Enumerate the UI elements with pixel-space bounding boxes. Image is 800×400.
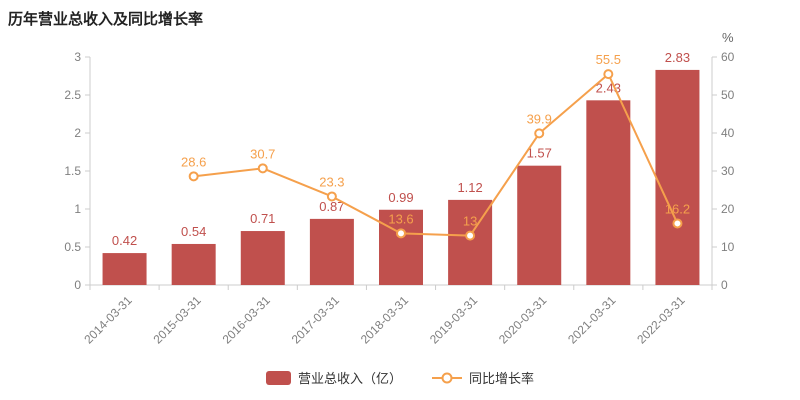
right-axis-tick-label: 10: [721, 240, 735, 254]
line-swatch-icon: [432, 371, 462, 385]
left-axis-tick-label: 1: [74, 202, 81, 216]
growth-line-point[interactable]: [534, 128, 545, 139]
revenue-bar[interactable]: [655, 69, 700, 285]
right-axis-tick-label: 60: [721, 50, 735, 64]
revenue-bar-label: 0.71: [250, 211, 275, 226]
revenue-bar[interactable]: [102, 253, 147, 285]
revenue-bar-label: 1.12: [457, 180, 482, 195]
left-axis-tick-label: 0: [74, 278, 81, 292]
x-axis-category-label: 2016-03-31: [220, 293, 274, 347]
growth-line-label: 23.3: [319, 174, 344, 189]
left-axis-tick-label: 1.5: [64, 164, 81, 178]
x-axis-category-label: 2022-03-31: [634, 293, 688, 347]
right-axis-tick-label: 30: [721, 164, 735, 178]
revenue-bar-label: 1.57: [527, 146, 552, 161]
growth-line-label: 28.6: [181, 154, 206, 169]
right-axis-tick-label: 0: [721, 278, 728, 292]
x-axis-category-label: 2018-03-31: [358, 293, 412, 347]
growth-line-label: 55.5: [596, 52, 621, 67]
bar-swatch-icon: [265, 370, 291, 385]
growth-line-point[interactable]: [326, 191, 337, 202]
revenue-bar-label: 0.99: [388, 190, 413, 205]
line-swatch-marker: [441, 372, 453, 383]
left-axis-tick-label: 2.5: [64, 88, 81, 102]
growth-line-point[interactable]: [257, 163, 268, 174]
growth-line: [193, 73, 679, 237]
x-axis-category-label: 2021-03-31: [565, 293, 619, 347]
revenue-bar[interactable]: [586, 100, 631, 285]
revenue-bar-label: 2.83: [665, 50, 690, 65]
growth-line-label: 39.9: [527, 111, 552, 126]
left-axis-tick-label: 2: [74, 126, 81, 140]
page-title: 历年营业总收入及同比增长率: [8, 11, 204, 28]
revenue-bar[interactable]: [517, 165, 562, 285]
x-axis-category-label: 2014-03-31: [81, 293, 135, 347]
right-axis-tick-label: 20: [721, 202, 735, 216]
x-axis-category-label: 2015-03-31: [150, 293, 204, 347]
right-axis-tick-label: 50: [721, 88, 735, 102]
growth-line-label: 13.6: [388, 211, 413, 226]
right-axis-tick-label: 40: [721, 126, 735, 140]
left-axis-tick-label: 0.5: [64, 240, 81, 254]
revenue-bar-label: 2.43: [596, 80, 621, 95]
legend-label-revenue: 营业总收入（亿）: [297, 371, 402, 386]
growth-line-label: 13: [463, 214, 477, 229]
revenue-bar[interactable]: [240, 231, 285, 285]
growth-line-point[interactable]: [672, 218, 683, 229]
growth-line-point[interactable]: [465, 230, 476, 241]
growth-line-point[interactable]: [188, 171, 199, 182]
revenue-bar-label: 0.54: [181, 224, 206, 239]
growth-line-label: 30.7: [250, 146, 275, 161]
revenue-bar[interactable]: [171, 243, 216, 285]
revenue-bar[interactable]: [379, 209, 423, 285]
revenue-bar-label: 0.87: [319, 199, 344, 214]
growth-line-point[interactable]: [603, 69, 614, 80]
x-axis-category-label: 2017-03-31: [289, 293, 343, 347]
legend-item-growth[interactable]: 同比增长率: [432, 368, 534, 387]
left-axis-tick-label: 3: [74, 50, 81, 64]
growth-line-label: 16.2: [665, 201, 690, 216]
x-axis-category-label: 2020-03-31: [496, 293, 550, 347]
revenue-bar-label: 0.42: [112, 233, 137, 248]
x-axis-category-label: 2019-03-31: [427, 293, 481, 347]
legend: 营业总收入（亿） 同比增长率: [0, 368, 800, 387]
legend-item-revenue[interactable]: 营业总收入（亿）: [265, 368, 402, 387]
growth-line-point[interactable]: [396, 228, 406, 239]
right-axis-unit-label: %: [722, 30, 734, 45]
revenue-bar[interactable]: [309, 218, 354, 285]
legend-label-growth: 同比增长率: [469, 371, 535, 386]
